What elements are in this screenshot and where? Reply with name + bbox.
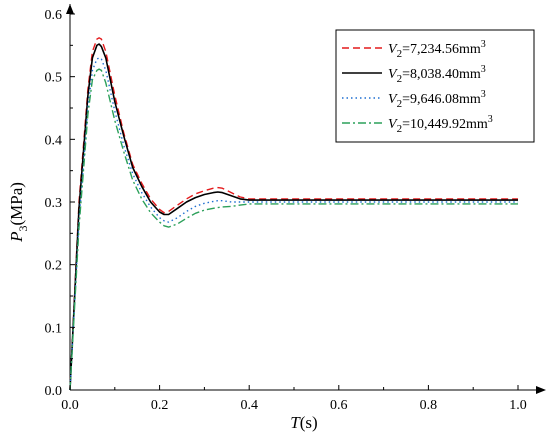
y-tick-label: 0.6 [45, 8, 63, 23]
x-tick-label: 0.0 [61, 398, 79, 413]
legend-label-2: V2=8,038.40mm3 [388, 64, 486, 85]
axis-titles: T(s) P3(MPa) [7, 182, 318, 432]
y-tick-label: 0.1 [45, 321, 63, 336]
legend-label-1: V2=7,234.56mm3 [388, 39, 486, 60]
x-tick-label: 0.8 [420, 398, 438, 413]
x-tick-label: 0.2 [151, 398, 169, 413]
series-layer [69, 37, 518, 391]
axis-ticks [69, 13, 519, 391]
x-tick-label: 0.6 [330, 398, 348, 413]
y-tick-label: 0.3 [45, 196, 63, 211]
series-line-4 [69, 68, 518, 391]
legend-label-4: V2=10,449.92mm3 [388, 114, 493, 135]
series-line-1 [69, 37, 518, 391]
y-axis-title: P3(MPa) [7, 182, 30, 243]
x-axis-title: T(s) [290, 413, 317, 432]
y-tick-label: 0.2 [45, 259, 63, 274]
y-axis-arrow [66, 4, 74, 14]
x-axis-arrow [536, 386, 546, 394]
y-tick-label: 0.5 [45, 71, 63, 86]
x-tick-label: 1.0 [509, 398, 527, 413]
legend: V2=7,234.56mm3 V2=8,038.40mm3 V2=9,646.08m… [335, 29, 535, 143]
series-line-2 [69, 43, 518, 391]
y-tick-label: 0.4 [45, 133, 63, 148]
plot-frame [66, 4, 546, 394]
tick-labels: 0.0 0.2 0.4 0.6 0.8 1.0 0.0 0.1 0.2 0.3 0.4 0.5 0.6 [45, 8, 527, 413]
x-tick-label: 0.4 [240, 398, 258, 413]
y-tick-label: 0.0 [45, 384, 63, 399]
legend-label-3: V2=9,646.08mm3 [388, 89, 486, 110]
